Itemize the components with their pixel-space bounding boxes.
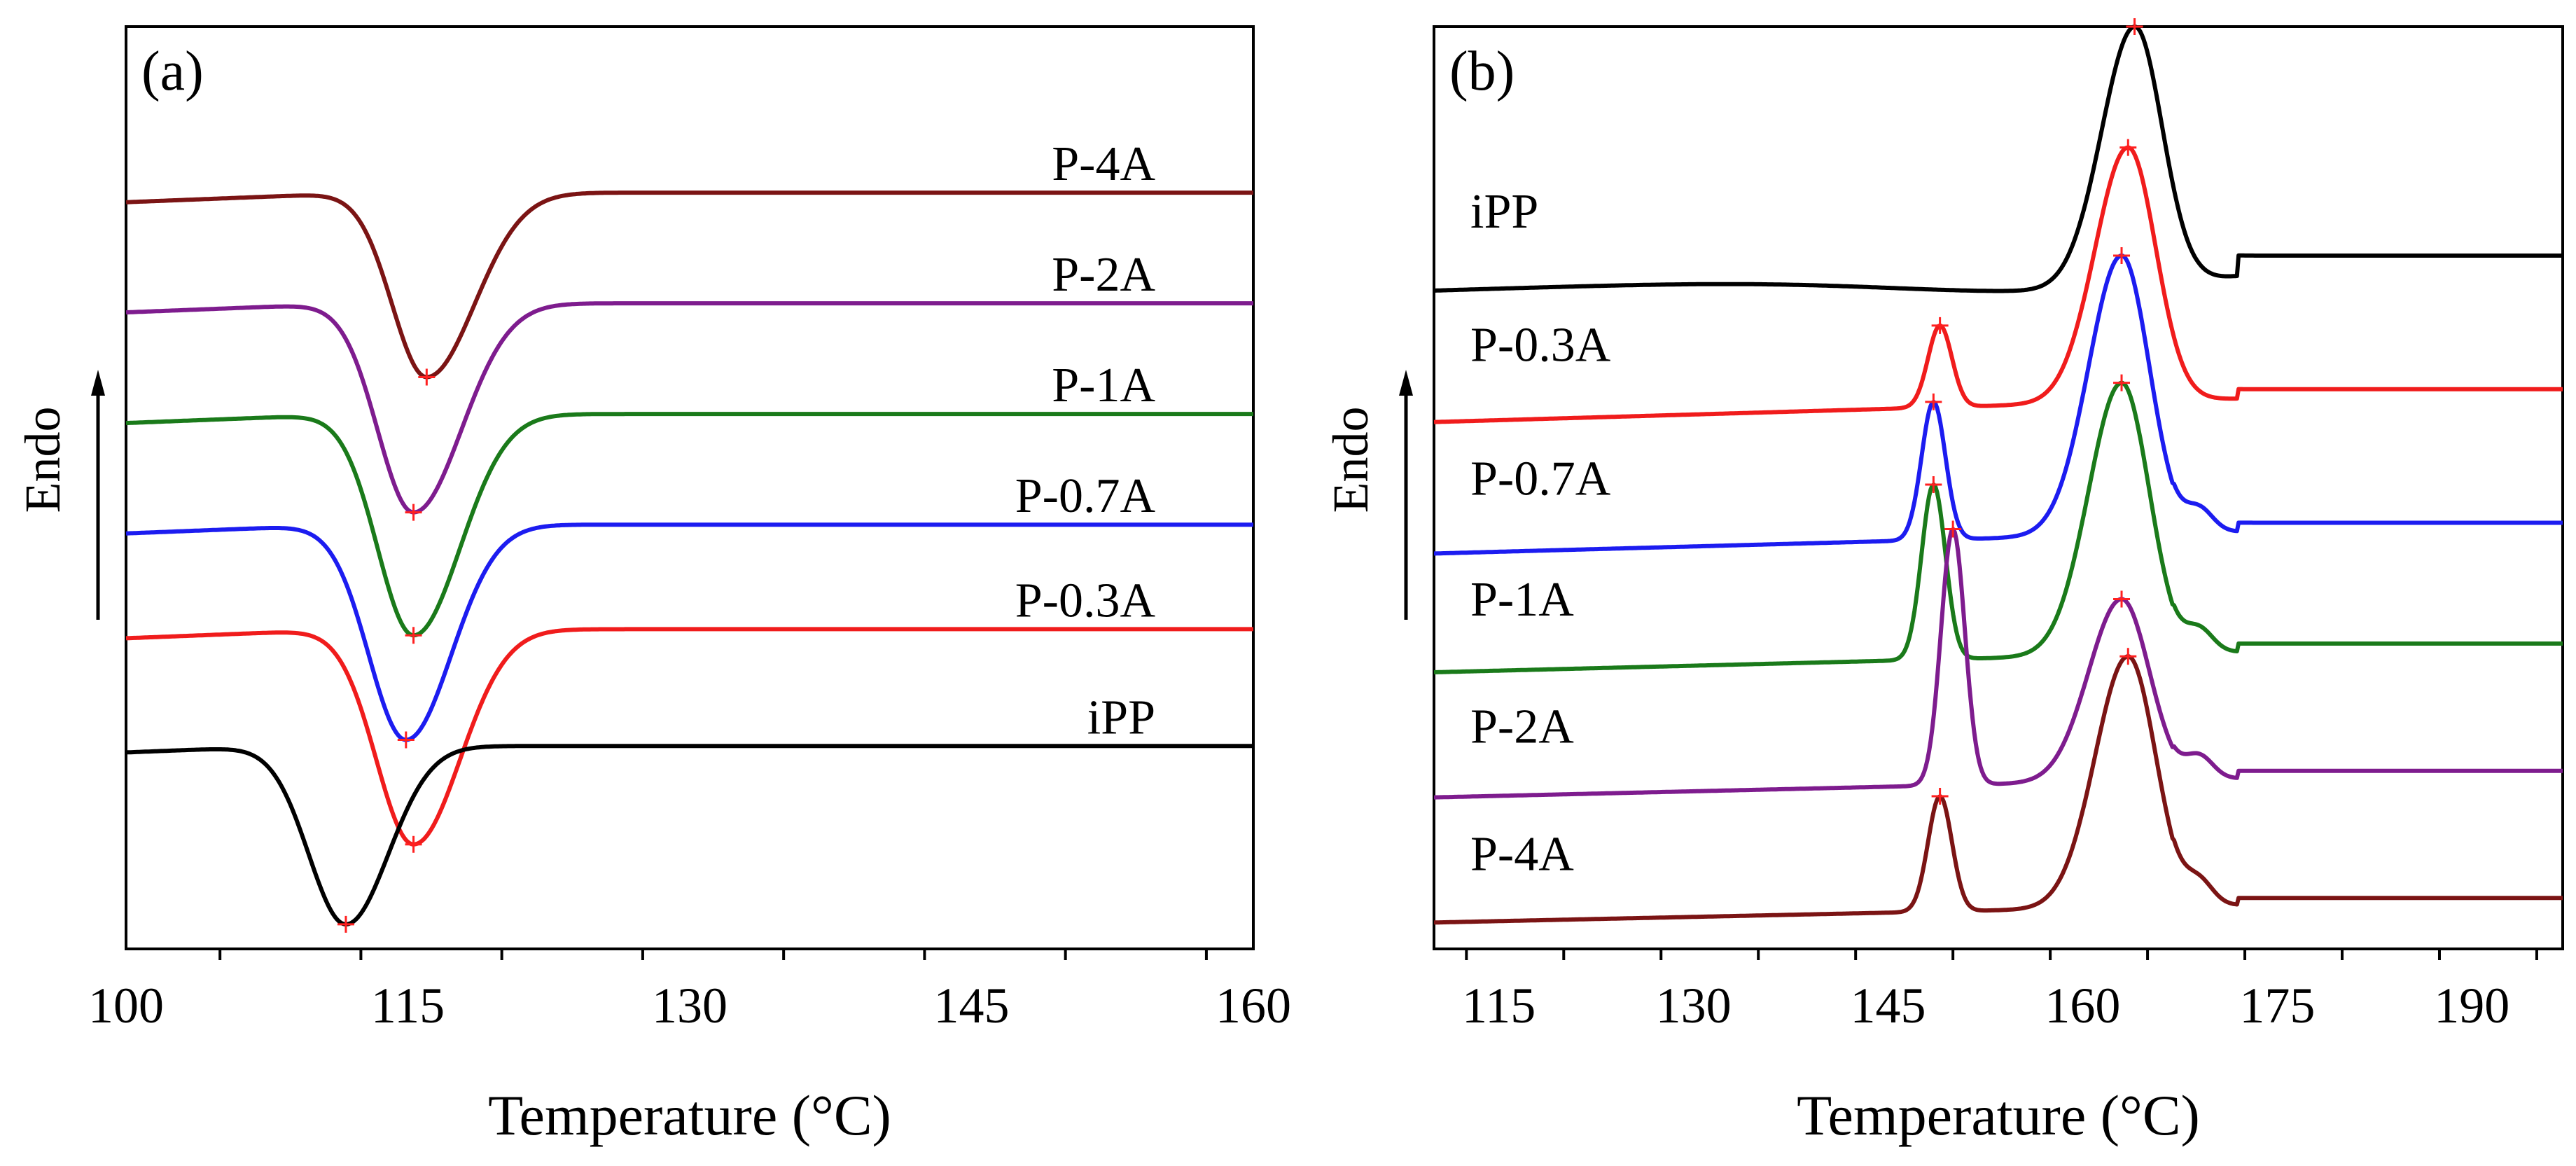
series-line-P-0.3A [1433,145,2563,424]
x-tick-label: 190 [2434,978,2509,1034]
chart-panel-a: 100 115 130 145 160 Temperature (°C) Endo (a) P-… [15,25,1291,1147]
peak-marker [2119,648,2137,665]
x-tick-label: 160 [1216,978,1291,1034]
peak-marker [405,835,422,853]
series-line-P-1A [125,412,1254,638]
chart-panel-b: 115 130 145 160 175 190 Temperature (°C) Endo (b… [1323,18,2564,1147]
endo-arrow-head [91,370,105,396]
series-line-P-1A [1433,380,2563,674]
peak-marker [1931,788,1949,805]
x-axis-title: Temperature (°C) [1797,1083,2200,1147]
x-axis-title: Temperature (°C) [488,1083,891,1147]
peak-marker [418,368,436,386]
series-label-P-1A: P-1A [1052,359,1155,412]
series-label-P-1A: P-1A [1470,573,1574,627]
y-axis-title: Endo [1323,407,1379,513]
series-label-P-4A: P-4A [1052,137,1155,191]
series-label-iPP: iPP [1470,185,1538,239]
series-label-P-0.7A: P-0.7A [1015,469,1156,523]
peak-marker [405,627,422,644]
x-tick-label: 115 [1462,978,1536,1034]
x-tick-label: 175 [2239,978,2315,1034]
x-tick-label: 100 [88,978,164,1034]
series-line-P-4A [1433,654,2563,925]
series-line-P-2A [125,301,1254,515]
series-line-P-0.7A [1433,254,2563,556]
series-label-P-2A: P-2A [1470,700,1574,754]
peak-marker [397,731,415,749]
peak-marker [1944,520,1962,538]
peak-marker [1925,476,1942,493]
panel-label: (b) [1449,41,1515,102]
series-label-P-0.3A: P-0.3A [1470,319,1611,373]
peak-marker [2113,374,2131,391]
peak-marker [337,915,354,933]
series-label-P-0.3A: P-0.3A [1015,574,1156,627]
x-tick-label: 130 [652,978,727,1034]
plot-frame [1433,25,2564,950]
x-tick-label: 145 [1851,978,1926,1034]
plot-frame [125,25,1255,950]
y-axis-title: Endo [15,407,71,513]
series-line-iPP [125,744,1254,926]
series-line-P-0.7A [125,522,1254,742]
peak-marker [2119,139,2137,156]
series-line-P-0.3A [125,627,1254,847]
peak-marker [2113,247,2131,264]
x-tick-label: 130 [1656,978,1732,1034]
panel-label: (a) [141,41,204,102]
series-label-P-0.7A: P-0.7A [1470,452,1611,506]
endo-arrow-head [1399,370,1413,396]
peak-marker [1925,393,1942,410]
x-tick-label: 160 [2045,978,2120,1034]
series-label-iPP: iPP [1087,690,1155,744]
peak-marker [2126,18,2143,35]
peak-marker [405,504,422,521]
x-tick-label: 145 [934,978,1010,1034]
series-line-P-4A [125,190,1254,380]
series-label-P-4A: P-4A [1470,827,1574,881]
peak-marker [2113,590,2131,608]
series-label-P-2A: P-2A [1052,248,1155,302]
series-line-iPP [1433,25,2563,293]
peak-marker [1931,317,1949,334]
series-line-P-2A [1433,527,2563,800]
x-tick-label: 115 [371,978,445,1034]
